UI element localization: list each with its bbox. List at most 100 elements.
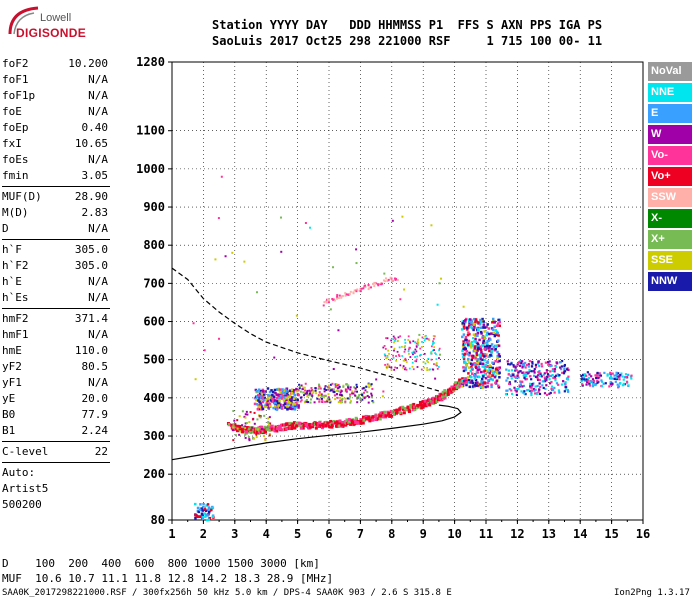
param-row-hme: hmE 110.0 bbox=[2, 343, 110, 359]
y-tick-label: 1280 bbox=[136, 55, 165, 69]
echo-point-spread-high bbox=[476, 384, 480, 387]
echo-point-spread-mid bbox=[357, 395, 360, 398]
echo-point-spread-low bbox=[293, 408, 297, 411]
echo-point-spread-high bbox=[492, 372, 495, 375]
param-label: C-level bbox=[2, 445, 49, 458]
echo-point-spread-upper bbox=[423, 352, 426, 355]
echo-point-spread-right bbox=[527, 363, 530, 366]
echo-point-spread-mid bbox=[318, 398, 321, 401]
echo-point-spread-right bbox=[537, 361, 540, 364]
echo-point-spread-low bbox=[267, 407, 271, 411]
echo-point-spread-mid bbox=[370, 394, 373, 397]
echo-point-spread-high bbox=[491, 366, 494, 370]
echo-point-oblique bbox=[371, 282, 374, 285]
echo-point-spread-high bbox=[472, 321, 476, 325]
echo-point-spread-low bbox=[272, 395, 276, 399]
echo-point-trace bbox=[374, 417, 378, 421]
y-tick-label: 900 bbox=[143, 200, 165, 214]
echo-point-spread-far bbox=[609, 381, 612, 384]
param-row-fxi: fxI 10.65 bbox=[2, 136, 110, 152]
echo-point-spread-mid bbox=[309, 390, 312, 393]
echo-point-trace bbox=[364, 414, 368, 418]
echo-point-spread-upper bbox=[393, 341, 395, 344]
echo-point-spread-mid bbox=[354, 387, 357, 390]
echo-point-spread-mid bbox=[320, 397, 323, 400]
echo-point-spread-right bbox=[531, 382, 534, 386]
echo-point-spread-low bbox=[272, 406, 275, 410]
echo-point-columns bbox=[259, 416, 262, 419]
echo-point-trace bbox=[263, 425, 267, 429]
echo-point-spread-right bbox=[536, 384, 539, 388]
echo-point-spread-upper bbox=[404, 366, 407, 369]
echo-point-spread-high bbox=[472, 328, 475, 332]
echo-point-spread-high bbox=[479, 320, 483, 324]
echo-point-spread-mid bbox=[309, 398, 312, 401]
echo-point-spread-right bbox=[538, 392, 542, 396]
echo-point-spread-upper bbox=[430, 358, 433, 361]
echo-point-spread-mid bbox=[305, 400, 308, 403]
echo-point-spread-upper bbox=[394, 339, 396, 342]
echo-point-spread-mid bbox=[318, 385, 321, 388]
echo-point-spread-mid bbox=[323, 388, 326, 391]
echo-point-spread-right bbox=[540, 365, 544, 368]
echo-point-spread-low bbox=[261, 390, 265, 393]
echo-point-trace bbox=[381, 411, 385, 415]
echo-point-spread-right bbox=[545, 384, 548, 387]
polarization-legend: NoVal NNE E W Vo- Vo+ SSW X- X+ SSE NNW bbox=[648, 62, 692, 293]
echo-point-spread-low bbox=[291, 398, 294, 401]
echo-point-spread-upper bbox=[389, 359, 392, 361]
echo-point-trace bbox=[338, 419, 342, 423]
echo-point-spread-low bbox=[279, 390, 283, 393]
echo-point-spread-far bbox=[609, 371, 612, 374]
echo-point-low-band bbox=[196, 515, 199, 519]
echo-point-spread-far bbox=[595, 374, 599, 377]
echo-point-spread-right bbox=[539, 385, 542, 389]
echo-point-spread-far bbox=[619, 374, 622, 377]
echo-point-trace bbox=[240, 430, 244, 434]
echo-point-columns bbox=[268, 432, 271, 435]
echo-point-spread-mid bbox=[340, 399, 343, 402]
echo-point-oblique bbox=[373, 285, 376, 288]
echo-point-spread-high bbox=[481, 386, 485, 389]
echo-point-spread-right bbox=[526, 389, 529, 392]
echo-point-spread-mid bbox=[345, 389, 348, 392]
echo-point-trace bbox=[406, 405, 410, 409]
echo-point-trace bbox=[274, 425, 278, 429]
echo-point-spread-right bbox=[519, 360, 522, 363]
echo-point-spread-far bbox=[622, 382, 625, 385]
echo-point-spread-high bbox=[473, 340, 476, 343]
echo-point-spread-high bbox=[475, 351, 478, 355]
echo-point-spread-low bbox=[273, 399, 277, 402]
echo-point-spread-right bbox=[552, 376, 555, 380]
echo-point-spread-mid bbox=[298, 385, 301, 388]
param-label: h`F2 bbox=[2, 259, 29, 272]
echo-point-spread-high bbox=[464, 335, 468, 339]
echo-point-spread-upper bbox=[429, 368, 431, 371]
echo-point-spread-low bbox=[274, 401, 277, 405]
echo-point-oblique bbox=[381, 282, 384, 285]
echo-point-spread-mid bbox=[314, 387, 317, 390]
param-label: hmE bbox=[2, 344, 22, 357]
legend-w: W bbox=[648, 125, 692, 144]
echo-point-spread-right bbox=[523, 376, 526, 379]
echo-point-spread-low bbox=[294, 401, 298, 405]
echo-point-spread-right bbox=[561, 371, 564, 374]
echo-point-spread-upper bbox=[416, 366, 419, 368]
echo-point-spread-high bbox=[462, 324, 466, 328]
echo-point-spread-upper bbox=[417, 338, 420, 341]
echo-point-spread-mid bbox=[339, 391, 342, 394]
echo-point-spread-high bbox=[496, 350, 499, 354]
echo-point-spread-high bbox=[486, 361, 489, 364]
echo-point-spread-low bbox=[291, 405, 295, 408]
echo-point-sparse bbox=[256, 291, 259, 294]
echo-point-low-band bbox=[210, 508, 213, 512]
echo-point-spread-upper bbox=[383, 345, 386, 347]
echo-point-spread-mid bbox=[327, 388, 330, 391]
echo-point-spread-far bbox=[615, 376, 618, 379]
echo-point-spread-high bbox=[477, 375, 481, 379]
echo-point-spread-low bbox=[275, 406, 278, 410]
echo-point-spread-mid bbox=[344, 397, 347, 400]
echo-point-spread-upper bbox=[390, 366, 393, 369]
echo-point-spread-high bbox=[476, 331, 480, 335]
echo-point-spread-low bbox=[295, 403, 299, 406]
